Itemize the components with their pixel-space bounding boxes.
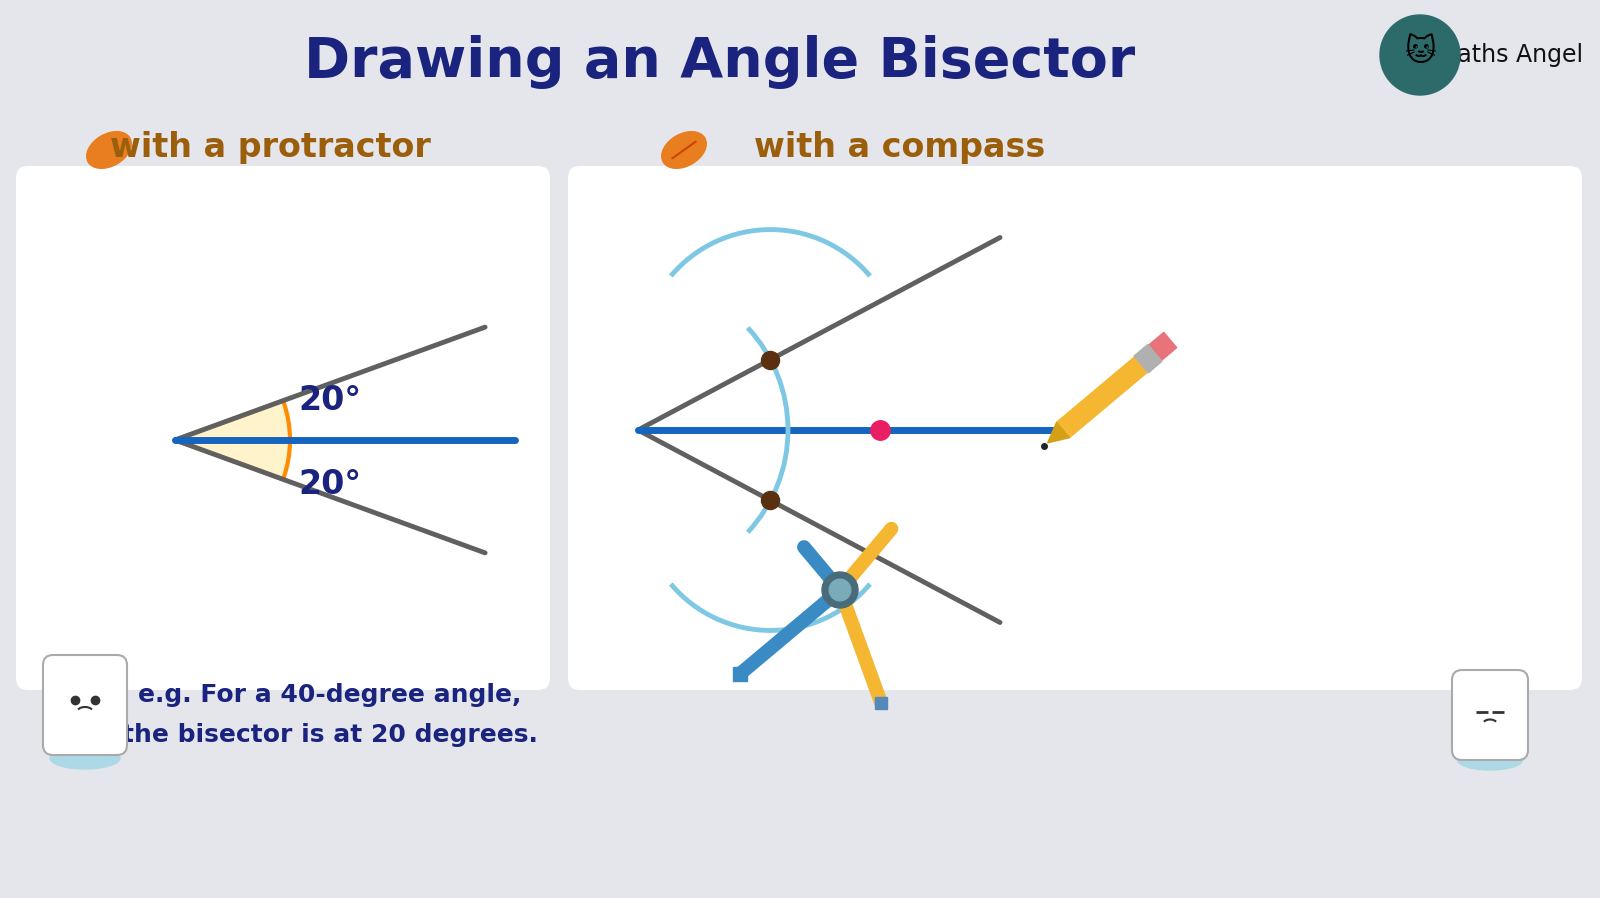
Ellipse shape (662, 132, 706, 168)
Wedge shape (174, 401, 290, 440)
Ellipse shape (50, 747, 120, 769)
Polygon shape (1149, 332, 1176, 360)
FancyBboxPatch shape (1453, 670, 1528, 760)
Polygon shape (1048, 422, 1069, 443)
Ellipse shape (829, 579, 851, 601)
Text: 20°: 20° (299, 383, 362, 417)
Text: with a compass: with a compass (754, 131, 1046, 164)
Ellipse shape (1458, 750, 1523, 770)
Ellipse shape (1379, 15, 1459, 95)
Polygon shape (1056, 345, 1162, 437)
Text: Maths Angel: Maths Angel (1437, 43, 1582, 67)
Text: 20°: 20° (299, 468, 362, 500)
Ellipse shape (822, 572, 858, 608)
FancyBboxPatch shape (43, 655, 126, 755)
Polygon shape (1134, 345, 1162, 373)
FancyBboxPatch shape (568, 166, 1582, 690)
FancyBboxPatch shape (16, 166, 550, 690)
Text: e.g. For a 40-degree angle,
the bisector is at 20 degrees.: e.g. For a 40-degree angle, the bisector… (122, 683, 538, 746)
Text: Drawing an Angle Bisector: Drawing an Angle Bisector (304, 35, 1136, 89)
Ellipse shape (86, 132, 131, 168)
Text: 🐱: 🐱 (1405, 37, 1435, 67)
Text: with a protractor: with a protractor (110, 131, 430, 164)
Wedge shape (174, 440, 290, 480)
